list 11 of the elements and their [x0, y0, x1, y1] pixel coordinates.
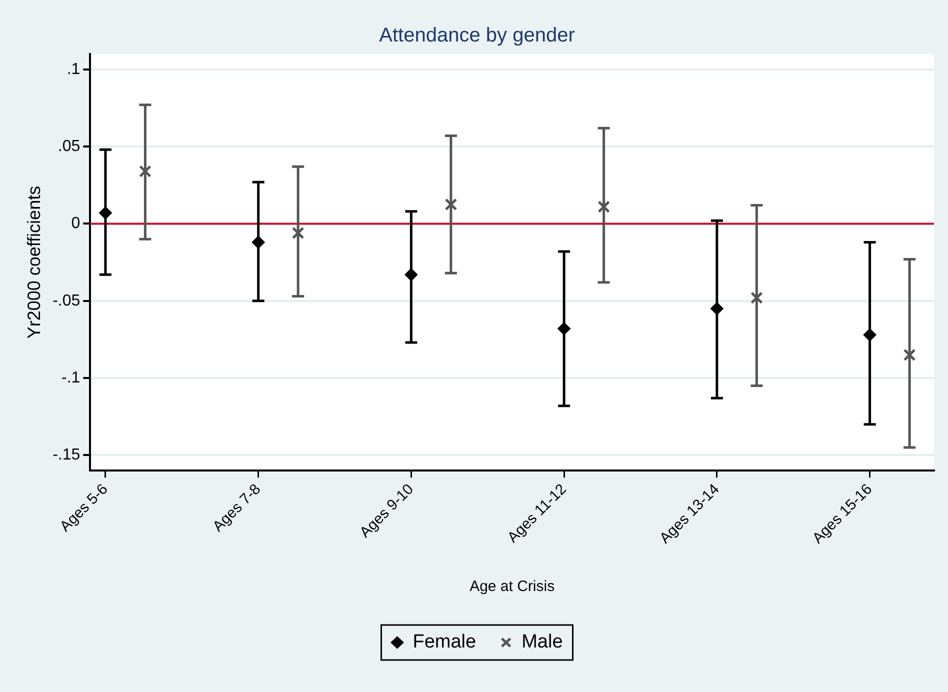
chart-title: Attendance by gender [379, 24, 576, 47]
legend-label: Female [412, 632, 476, 653]
y-tick-label: -.05 [52, 292, 80, 310]
x-axis-title: Age at Crisis [470, 578, 555, 596]
legend-label: Male [522, 632, 563, 653]
y-axis-title: Yr2000 coefficients [24, 186, 44, 339]
y-tick-label: .1 [66, 60, 80, 78]
y-tick-label: 0 [71, 215, 80, 232]
y-tick-label: -.15 [52, 446, 80, 464]
y-tick-label: .05 [58, 138, 80, 155]
y-tick-label: -.1 [62, 369, 80, 386]
